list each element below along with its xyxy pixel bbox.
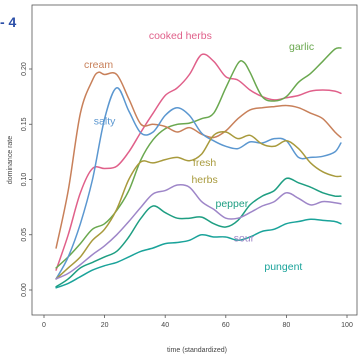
series-line-salty [55,87,342,280]
y-axis: 0.00 0.05 0.10 0.15 0.20 [21,62,32,297]
series-label: garlic [289,41,314,53]
series-label: cream [84,59,113,71]
series-line-pungent [55,218,342,289]
x-tick-label: 20 [101,322,109,329]
y-tick-label: 0.00 [21,283,28,297]
series-line-sour [55,184,342,280]
y-tick-label: 0.10 [21,173,28,187]
x-tick-label: 60 [222,322,230,329]
y-tick-label: 0.20 [21,62,28,76]
x-axis-title: time (standardized) [167,347,227,354]
series-labels: cooked herbs garlic cream salty fresh herbs pe… [84,30,314,273]
series-lines [55,47,342,289]
series-line-pepper [55,177,342,288]
series-label: herbs [191,174,217,186]
series-label: pungent [264,261,302,273]
x-axis: 0 20 40 60 80 100 [42,315,353,329]
series-line-cream [55,71,342,249]
x-tick-label: 80 [283,322,291,329]
series-label: salty [94,115,116,127]
y-tick-label: 0.05 [21,228,28,242]
y-axis-title: dominance rate [7,136,14,184]
series-line-garlic [55,47,342,269]
series-line-fresh-herbs [55,130,342,280]
corner-label: - 4 [0,14,17,30]
series-label: sour [234,232,255,244]
x-tick-label: 40 [161,322,169,329]
series-line-cooked-herbs [55,53,342,271]
series-label: fresh [193,157,217,169]
series-label: pepper [216,198,249,210]
plot-frame [31,4,358,316]
x-tick-label: 0 [42,322,46,329]
series-label: cooked herbs [149,30,212,42]
y-tick-label: 0.15 [21,117,28,131]
x-tick-label: 100 [341,322,353,329]
